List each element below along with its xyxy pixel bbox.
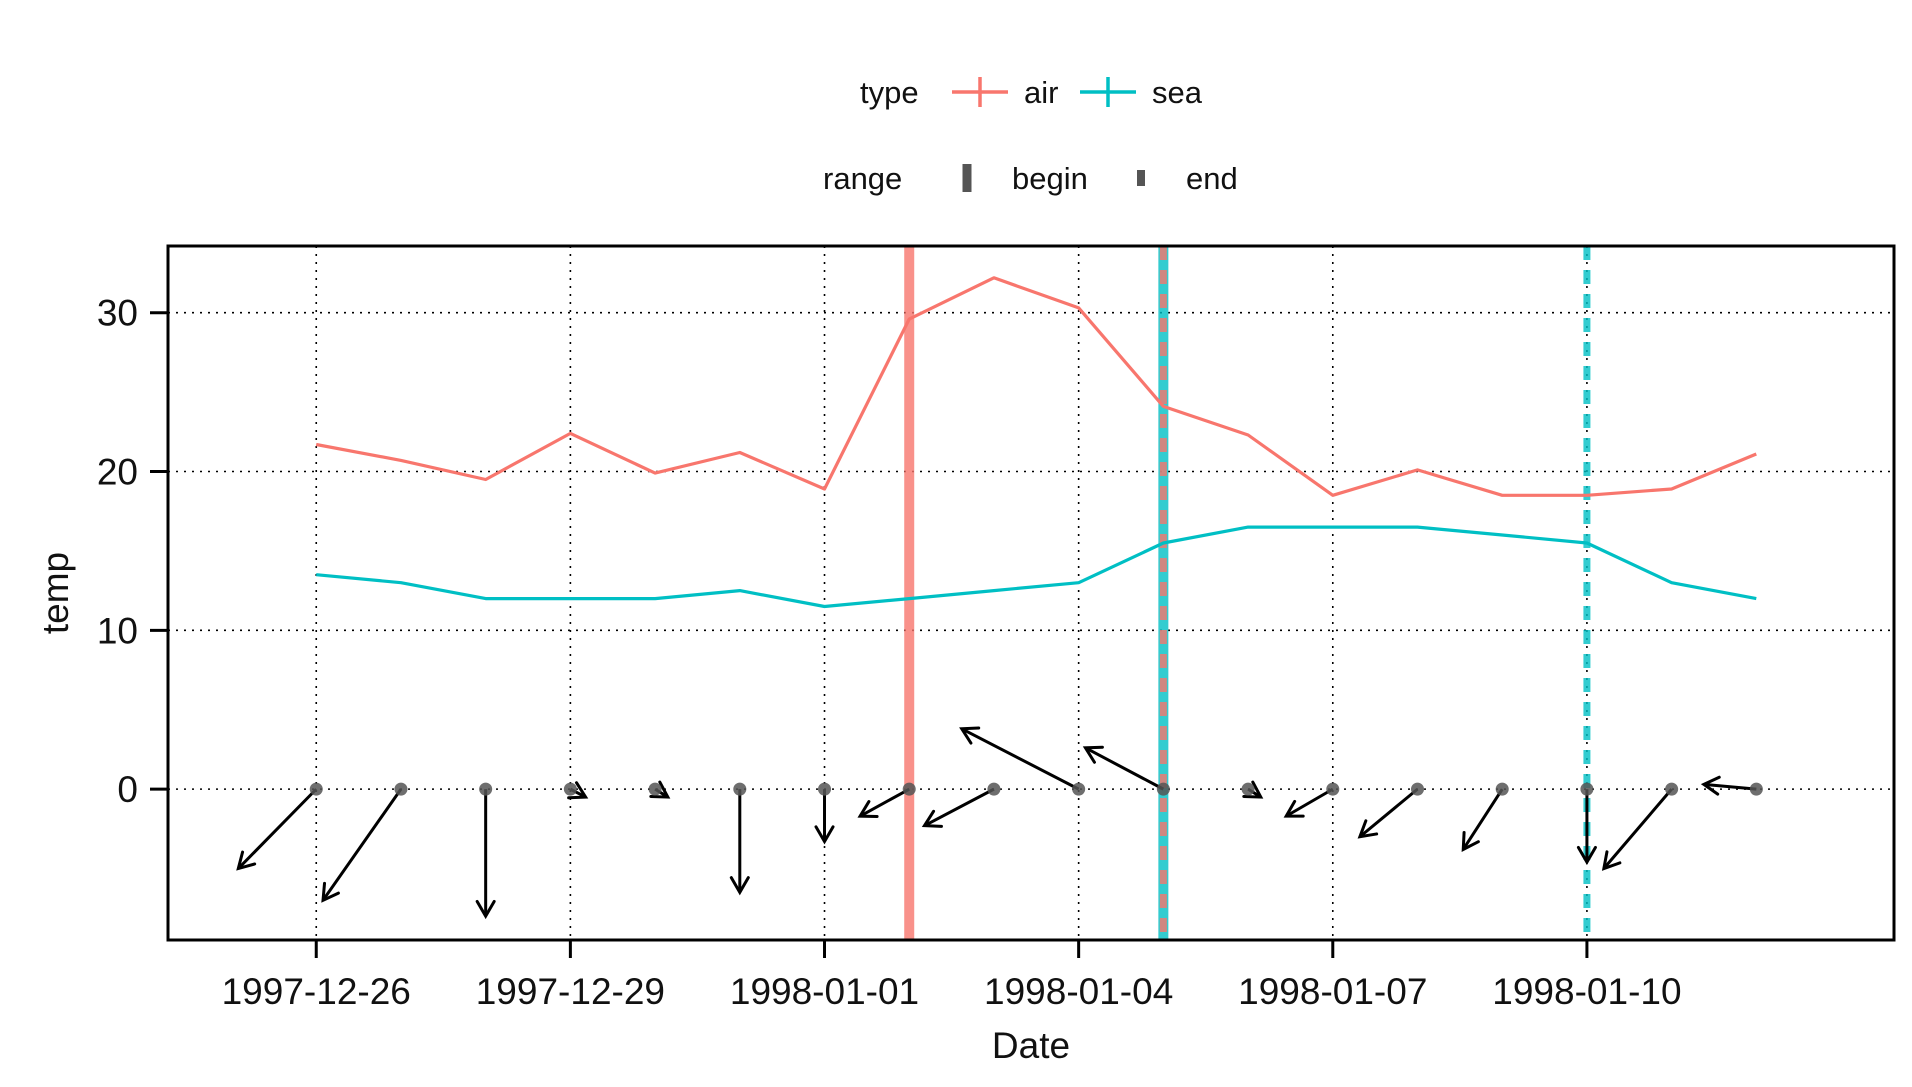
x-tick-label: 1998-01-04	[984, 971, 1173, 1012]
arrow	[1357, 782, 1424, 839]
arrow-origin-point	[1072, 782, 1086, 796]
arrow-origin-point	[563, 782, 577, 796]
legend-layer: type air sea range begin end	[823, 75, 1238, 196]
legend-key-end	[1137, 170, 1145, 186]
arrow	[563, 781, 589, 800]
legend-title-range: range	[823, 161, 902, 196]
legend-title-type: type	[860, 75, 919, 110]
arrow-head	[729, 876, 750, 896]
legend-label-end: end	[1186, 161, 1238, 196]
arrow-head	[1576, 845, 1597, 866]
arrow	[1241, 780, 1264, 799]
grid-layer	[168, 246, 1894, 940]
y-tick-label: 20	[97, 452, 138, 493]
y-axis-title: temp	[35, 552, 76, 634]
legend-label-air: air	[1024, 75, 1058, 110]
arrow-origin-point	[394, 782, 408, 796]
plot-border	[166, 244, 1896, 942]
arrow-head	[475, 899, 496, 920]
arrow-head	[1283, 799, 1305, 818]
arrow	[1700, 775, 1763, 796]
arrow-origin-point	[1749, 782, 1763, 796]
arrow	[648, 780, 671, 799]
arrow	[729, 782, 750, 896]
arrow-origin-point	[309, 782, 323, 796]
arrow-origin-point	[733, 782, 747, 796]
y-tick-label: 30	[97, 293, 138, 334]
arrow	[1576, 782, 1597, 866]
legend-label-begin: begin	[1012, 161, 1088, 196]
arrow-head	[1082, 745, 1104, 764]
arrow-head	[1242, 780, 1264, 799]
legend-key-air	[952, 77, 1008, 107]
arrow-shaft	[859, 787, 910, 818]
arrow	[1082, 745, 1170, 796]
arrow-origin-point	[1241, 782, 1255, 796]
arrow-origin-point	[987, 782, 1001, 796]
arrow-origin-point	[1326, 782, 1340, 796]
series-line-air	[315, 276, 1757, 497]
arrow-origin-point	[479, 782, 493, 796]
arrow-head	[921, 809, 943, 828]
x-tick-label: 1998-01-10	[1492, 971, 1681, 1012]
arrow-origin-point	[1410, 782, 1424, 796]
arrow-head	[1461, 830, 1480, 852]
y-tick-label: 10	[97, 610, 138, 651]
x-tick-label: 1997-12-26	[222, 971, 411, 1012]
arrow-layer	[236, 726, 1763, 920]
arrow	[236, 782, 323, 871]
arrow-shaft	[1084, 746, 1165, 791]
arrow-origin-point	[902, 782, 916, 796]
x-tick-label: 1998-01-01	[730, 971, 919, 1012]
arrow-origin-point	[1580, 782, 1594, 796]
arrow	[921, 782, 1001, 828]
arrow-origin-point	[648, 782, 662, 796]
arrow-head	[236, 850, 257, 871]
arrow	[857, 782, 916, 818]
arrow-head	[321, 881, 340, 903]
arrow-head	[649, 780, 671, 799]
x-tick-label: 1998-01-07	[1238, 971, 1427, 1012]
arrow-origin-point	[1495, 782, 1509, 796]
arrow-shaft	[1285, 787, 1334, 818]
arrow-origin-point	[1665, 782, 1679, 796]
arrow-origin-point	[818, 782, 832, 796]
range-layer	[904, 246, 1591, 940]
x-axis-title: Date	[992, 1025, 1070, 1066]
arrow	[814, 782, 835, 845]
axis-layer: 0 10 20 30 1997-12-26 1997-12-29 1998-01-01 199…	[97, 293, 1682, 1012]
arrow	[1283, 782, 1340, 818]
arrow-shaft	[321, 788, 403, 902]
arrow-shaft	[237, 788, 318, 870]
legend-label-sea: sea	[1152, 75, 1203, 110]
arrow	[321, 782, 408, 903]
arrow-head	[857, 800, 879, 818]
arrow	[959, 726, 1086, 796]
y-tick-label: 0	[117, 769, 138, 810]
arrow-shaft	[1461, 788, 1504, 851]
arrow-head	[959, 726, 981, 745]
arrow-shaft	[1602, 788, 1673, 870]
arrow-head	[814, 825, 835, 845]
arrow-shaft	[1703, 782, 1757, 791]
arrow	[475, 782, 496, 920]
arrow-shaft	[1358, 787, 1419, 838]
arrow-head	[1601, 850, 1622, 871]
arrow-head	[1700, 775, 1721, 796]
x-tick-label: 1997-12-29	[476, 971, 665, 1012]
series-layer	[315, 276, 1757, 609]
legend-key-begin	[962, 164, 972, 192]
legend-key-sea	[1080, 77, 1136, 107]
arrow-shaft	[923, 787, 995, 827]
arrow-shaft	[961, 727, 1080, 791]
series-line-sea	[316, 525, 1757, 609]
arrow	[1601, 782, 1679, 871]
arrow-origin-point	[1156, 782, 1170, 796]
arrow	[1461, 782, 1509, 852]
arrow-head	[1357, 819, 1379, 839]
arrow-head	[567, 781, 589, 800]
